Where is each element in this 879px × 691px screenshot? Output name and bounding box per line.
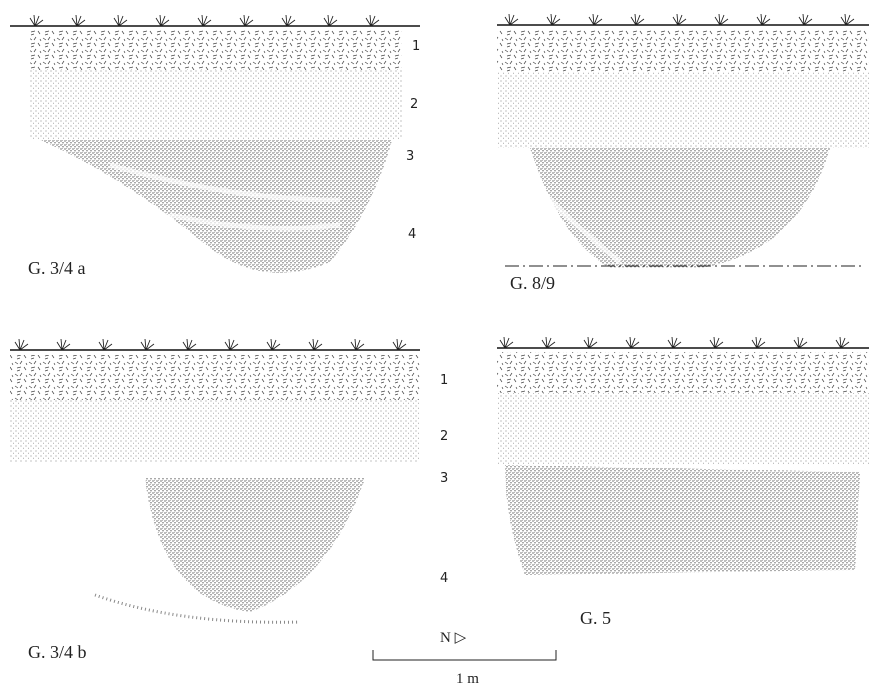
fill-lens	[109, 162, 341, 231]
layer-label: 4	[440, 571, 448, 586]
grass-tuft	[546, 13, 561, 26]
grass-tuft	[798, 13, 813, 26]
grass-tuft	[182, 338, 197, 351]
layer-2	[30, 70, 402, 140]
panel-a: 1 2 3 4 G. 3/4 a	[10, 25, 420, 278]
grass-tuft	[583, 336, 598, 349]
grass-tuft	[71, 14, 86, 27]
grass-tuft	[323, 14, 338, 27]
fill-lens	[94, 593, 301, 624]
grass-tuft	[224, 338, 239, 351]
grass-tuft	[588, 13, 603, 26]
layer-1	[497, 30, 869, 72]
grass-tuft	[365, 14, 380, 27]
grass-tuft	[197, 14, 212, 27]
layer-label: 1	[412, 39, 420, 54]
grass-tuft	[751, 336, 766, 349]
grass-tuft	[29, 14, 44, 27]
grass-tuft	[56, 338, 71, 351]
pit-label: G. 8/9	[510, 273, 555, 293]
layer-label: 3	[406, 149, 414, 164]
layer-1	[10, 355, 420, 400]
pit-label: G. 3/4 b	[28, 642, 87, 662]
layer-1	[30, 30, 402, 70]
grass-tuft	[504, 13, 519, 26]
grass-tuft	[709, 336, 724, 349]
grass-tuft	[308, 338, 323, 351]
layer-label: 2	[410, 97, 418, 112]
panel-d: G. 5	[497, 347, 869, 628]
grass-tuft	[499, 336, 514, 349]
pit-fill	[40, 140, 392, 273]
pit-fill	[145, 478, 365, 612]
grass-tuft	[98, 338, 113, 351]
fill-lens	[538, 188, 622, 264]
layer-2	[497, 72, 869, 148]
scale-line	[372, 650, 557, 661]
grass-tuft	[239, 14, 254, 27]
layer-label: 1	[440, 373, 448, 388]
layer-1	[497, 352, 869, 393]
grass-tuft	[140, 338, 155, 351]
grass-tufts	[14, 13, 855, 351]
grass-tuft	[14, 338, 29, 351]
scale-bar: N ▷ 1 m	[372, 630, 557, 687]
grass-tuft	[281, 14, 296, 27]
north-arrow: N ▷	[440, 630, 467, 646]
panel-c: 1 2 3 4 G. 3/4 b	[10, 349, 448, 662]
grass-tuft	[756, 13, 771, 26]
grass-tuft	[266, 338, 281, 351]
grass-tuft	[541, 336, 556, 349]
pit-fill	[530, 148, 830, 268]
pit-label: G. 3/4 a	[28, 258, 86, 278]
grass-tuft	[392, 338, 407, 351]
layer-2	[10, 400, 420, 462]
layer-label: 3	[440, 471, 448, 486]
grass-tuft	[672, 13, 687, 26]
grass-tuft	[667, 336, 682, 349]
layer-2	[497, 393, 869, 465]
layer-label: 4	[408, 227, 416, 242]
grass-tuft	[840, 13, 855, 26]
grass-tuft	[625, 336, 640, 349]
grass-tuft	[714, 13, 729, 26]
panel-b: G. 8/9	[497, 24, 869, 293]
pit-label: G. 5	[580, 608, 611, 628]
grass-tuft	[793, 336, 808, 349]
layer-label: 2	[440, 429, 448, 444]
grass-tuft	[113, 14, 128, 27]
grass-tuft	[835, 336, 850, 349]
pit-fill	[505, 465, 860, 575]
grass-tuft	[350, 338, 365, 351]
grass-tuft	[630, 13, 645, 26]
scale-length: 1 m	[456, 671, 479, 687]
grass-tuft	[155, 14, 170, 27]
